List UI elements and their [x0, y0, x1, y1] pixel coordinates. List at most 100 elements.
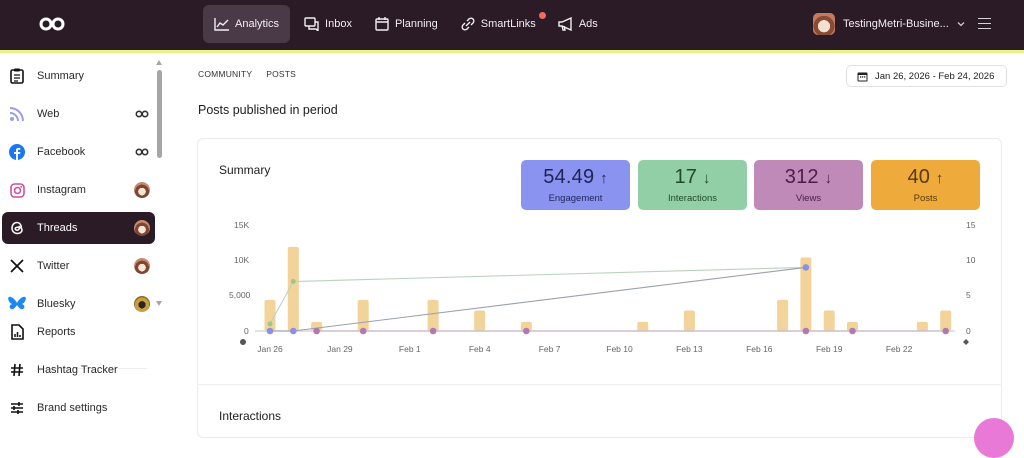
sidebar-divider	[37, 368, 147, 369]
account-avatar	[134, 182, 150, 198]
logo-infinity-icon[interactable]	[38, 16, 66, 32]
kpi-label: Posts	[913, 193, 938, 204]
chart-point[interactable]	[802, 264, 810, 271]
date-range-picker[interactable]: Jan 26, 2026 - Feb 24, 2026	[846, 65, 1007, 87]
x-tick: Feb 10	[606, 344, 633, 354]
sidebar-item-reports[interactable]: Reports	[2, 316, 155, 348]
sidebar-item-label: Facebook	[37, 146, 86, 158]
breadcrumb-community[interactable]: COMMUNITY	[198, 69, 253, 79]
notification-dot	[538, 12, 546, 19]
nav-planning[interactable]: Planning	[363, 5, 449, 43]
scroll-down-arrow[interactable]	[156, 301, 162, 306]
chart-bar[interactable]	[683, 310, 695, 331]
chart-point[interactable]	[523, 327, 530, 335]
kpi-engagement[interactable]: 54.49 ↑ Engagement	[521, 160, 630, 210]
sidebar-item-label: Bluesky	[37, 298, 76, 310]
chart-bar[interactable]	[777, 299, 789, 331]
breadcrumb: COMMUNITY POSTS	[198, 69, 296, 79]
sidebar-item-bluesky[interactable]: Bluesky	[2, 288, 155, 320]
account-name: TestingMetri-Busine...	[843, 18, 949, 30]
x-tick: Feb 4	[468, 344, 491, 354]
x-icon	[8, 257, 26, 275]
chart-point[interactable]	[429, 327, 437, 335]
nav-label: Inbox	[325, 18, 352, 30]
nav-smartlinks[interactable]: SmartLinks	[449, 5, 547, 43]
chart-point[interactable]	[290, 279, 296, 285]
chart-bar[interactable]	[637, 321, 649, 331]
sidebar-item-instagram[interactable]: Instagram	[2, 174, 155, 206]
y2-tick: 5	[966, 290, 971, 300]
chat-fab-button[interactable]	[974, 418, 1014, 458]
butterfly-icon	[8, 295, 26, 313]
account-avatar	[813, 13, 835, 35]
chart-bar[interactable]	[520, 321, 532, 331]
x-tick: Feb 7	[538, 344, 561, 354]
sidebar-item-label: Web	[37, 108, 60, 120]
sidebar-item-summary[interactable]: Summary	[2, 60, 155, 92]
sidebar-item-threads[interactable]: Threads	[2, 212, 155, 244]
account-avatar	[134, 220, 150, 236]
chart-bar[interactable]	[474, 310, 486, 331]
chart-point[interactable]	[290, 327, 297, 335]
chart-bar[interactable]	[357, 299, 369, 331]
account-avatar	[134, 258, 150, 274]
trend-up-icon: ↑	[935, 170, 944, 187]
page-title: Posts published in period	[198, 103, 338, 117]
chart-line-icon	[214, 18, 229, 31]
chart-point[interactable]	[802, 327, 810, 335]
chart-bar[interactable]	[823, 310, 835, 331]
sliders-icon	[8, 399, 26, 417]
calendar-icon	[857, 72, 868, 81]
account-switcher[interactable]: TestingMetri-Busine...	[813, 13, 965, 35]
kpi-posts[interactable]: 40 ↑ Posts	[871, 160, 980, 210]
kpi-value: 40	[907, 166, 931, 188]
top-nav-bar	[0, 0, 1024, 50]
sidebar-item-web[interactable]: Web	[2, 98, 155, 130]
chart-bar[interactable]	[940, 310, 952, 331]
scroll-up-arrow[interactable]	[156, 60, 162, 65]
report-icon	[8, 323, 26, 341]
chart-point[interactable]	[359, 327, 367, 335]
calendar-icon	[375, 17, 389, 31]
chart-point[interactable]	[313, 327, 320, 335]
accent-strip	[0, 50, 1024, 53]
sidebar-item-twitter[interactable]: Twitter	[2, 250, 155, 282]
nav-analytics[interactable]: Analytics	[203, 5, 291, 43]
y2-tick: 0	[966, 326, 971, 336]
sidebar-item-brand-settings[interactable]: Brand settings	[2, 392, 155, 424]
chart-bar[interactable]	[847, 321, 858, 331]
menu-hamburger-icon[interactable]	[978, 18, 991, 30]
y2-tick: 15	[966, 220, 976, 230]
kpi-views[interactable]: 312 ↓ Views	[754, 160, 863, 210]
infinity-icon	[134, 144, 150, 160]
chart-bar[interactable]	[287, 246, 299, 331]
kpi-interactions[interactable]: 17 ↓ Interactions	[638, 160, 747, 210]
chart-point[interactable]	[266, 327, 274, 335]
x-tick: Feb 19	[815, 344, 843, 354]
trend-up-icon: ↑	[600, 170, 608, 187]
chart-point[interactable]	[849, 327, 856, 335]
chart-bar[interactable]	[427, 299, 439, 331]
sidebar-item-facebook[interactable]: Facebook	[2, 136, 155, 168]
breadcrumb-posts[interactable]: POSTS	[266, 69, 297, 79]
y-tick: 15K	[234, 220, 250, 230]
chart-bar[interactable]	[800, 257, 812, 331]
facebook-icon	[8, 143, 26, 161]
chart-point[interactable]	[942, 327, 949, 335]
sidebar-item-hashtag-tracker[interactable]: Hashtag Tracker	[2, 354, 155, 386]
x-tick: Jan 29	[327, 344, 353, 354]
chevron-down-icon	[957, 22, 965, 27]
sidebar-scrollbar-thumb[interactable]	[157, 70, 162, 158]
main-nav: Analytics Inbox Planning SmartLinks Ads	[203, 5, 609, 43]
nav-inbox[interactable]: Inbox	[290, 5, 363, 43]
summary-chart[interactable]	[0, 0, 1024, 431]
sidebar: Summary Web Facebook Instagram Threads T…	[0, 53, 168, 431]
nav-ads[interactable]: Ads	[547, 5, 609, 43]
sidebar-item-label: Brand settings	[37, 402, 108, 414]
x-tick: Jan 26	[257, 344, 283, 354]
chart-point[interactable]	[267, 321, 273, 327]
chart-bar[interactable]	[916, 321, 928, 331]
kpi-label: Interactions	[667, 193, 718, 204]
x-tick: Feb 16	[746, 344, 773, 354]
chart-bar[interactable]	[264, 299, 276, 331]
